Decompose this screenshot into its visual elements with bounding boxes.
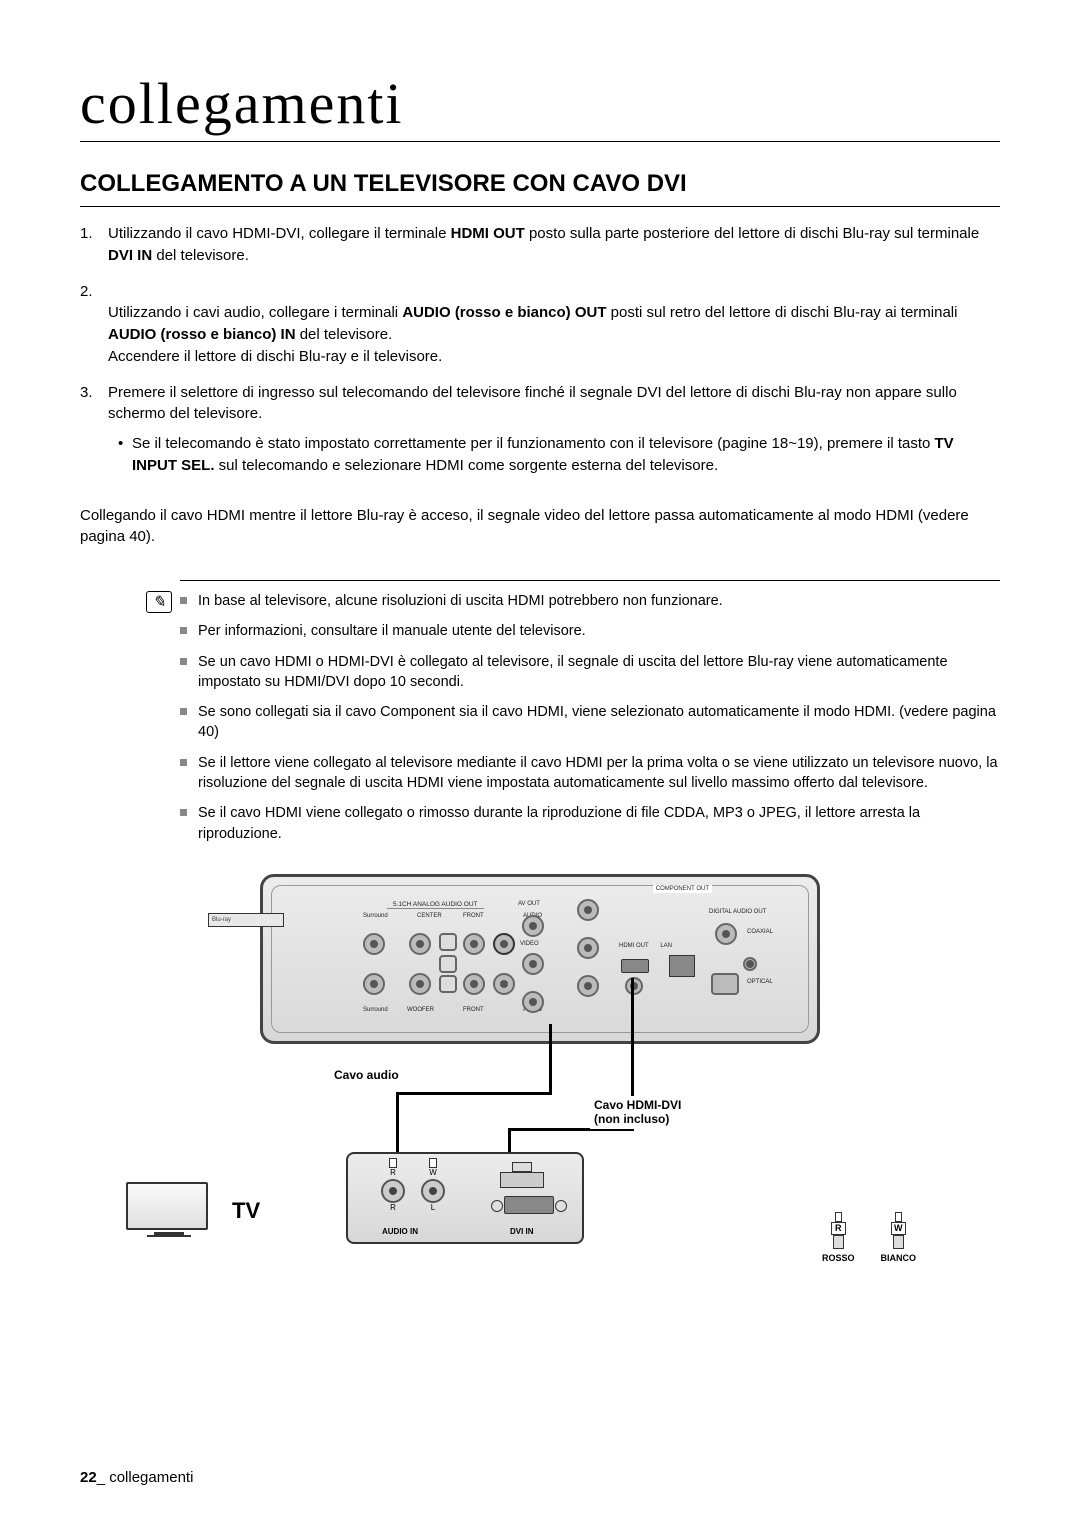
port-icon [522, 915, 544, 937]
arrow-icon [439, 955, 457, 973]
rca-white-plug: W BIANCO [881, 1212, 917, 1276]
audio-cable [396, 1092, 552, 1095]
port-icon [493, 973, 515, 995]
bullet-dot: • [118, 433, 132, 477]
note-item: Se un cavo HDMI o HDMI-DVI è collegato a… [180, 652, 1000, 693]
note-item: Se sono collegati sia il cavo Component … [180, 702, 1000, 743]
note-item: In base al televisore, alcune risoluzion… [180, 591, 1000, 611]
port-icon [522, 991, 544, 1013]
tv-connector-box: R R W L AUDIO IN DVI IN [346, 1152, 584, 1244]
screw-icon [625, 977, 643, 995]
step-num: 1. [80, 223, 108, 267]
note-box: ✎ In base al televisore, alcune risoluzi… [180, 580, 1000, 844]
analog-title: 5.1CH ANALOG AUDIO OUT [387, 901, 484, 909]
page-footer: 22_ collegamenti [80, 1469, 193, 1486]
dvi-plug-icon [500, 1162, 544, 1192]
port-icon [577, 899, 599, 921]
note-icon: ✎ [146, 591, 172, 613]
port-icon [409, 973, 431, 995]
port-icon [363, 933, 385, 955]
port-icon [577, 937, 599, 959]
note-item: Se il cavo HDMI viene collegato o rimoss… [180, 803, 1000, 844]
step-num: 3. [80, 382, 108, 477]
port-icon [409, 933, 431, 955]
port-icon [463, 933, 485, 955]
digital-audio-group: DIGITAL AUDIO OUT COAXIAL OPTICAL [705, 917, 795, 1007]
step-body: Utilizzando i cavi audio, collegare i te… [108, 281, 1000, 368]
rca-w-port: W L [420, 1158, 446, 1212]
note-item: Se il lettore viene collegato al televis… [180, 753, 1000, 794]
rca-legend: R ROSSO W BIANCO [804, 1212, 934, 1276]
tv-text-label: TV [232, 1198, 260, 1224]
port-icon [522, 953, 544, 975]
diagram: COMPONENT OUT 5.1CH ANALOG AUDIO OUT Sur… [80, 874, 1000, 1304]
component-group [573, 899, 613, 1019]
step-body: Utilizzando il cavo HDMI-DVI, collegare … [108, 223, 1000, 267]
port-icon [493, 933, 515, 955]
port-icon [577, 975, 599, 997]
port-icon [363, 973, 385, 995]
hdmi-out-label: HDMI OUT LAN [619, 943, 672, 949]
rca-red-plug: R ROSSO [822, 1212, 855, 1276]
tv-icon [126, 1182, 212, 1240]
paragraph: Collegando il cavo HDMI mentre il lettor… [80, 505, 1000, 549]
player-back-panel: COMPONENT OUT 5.1CH ANALOG AUDIO OUT Sur… [260, 874, 820, 1044]
hdmi-cable [508, 1128, 511, 1154]
step-sub: • Se il telecomando è stato impostato co… [108, 433, 1000, 477]
section-title: COLLEGAMENTO A UN TELEVISORE CON CAVO DV… [80, 170, 1000, 207]
note-list: In base al televisore, alcune risoluzion… [180, 591, 1000, 844]
step-num: 2. [80, 281, 108, 368]
step-1: 1. Utilizzando il cavo HDMI-DVI, collega… [80, 223, 1000, 267]
audio-cable [549, 1024, 552, 1094]
audio-cable [396, 1092, 399, 1152]
note-item: Per informazioni, consultare il manuale … [180, 621, 1000, 641]
hdmi-cable-label: Cavo HDMI-DVI(non incluso) [590, 1096, 685, 1129]
port-icon [463, 973, 485, 995]
step-2: 2. Utilizzando i cavi audio, collegare i… [80, 281, 1000, 368]
step-body: Premere il selettore di ingresso sul tel… [108, 382, 1000, 477]
av-out-group: AV OUT VIDEO [518, 905, 558, 1025]
step-3: 3. Premere il selettore di ingresso sul … [80, 382, 1000, 477]
player-front-icon: Blu-ray [208, 913, 284, 927]
rca-r-port: R R [380, 1158, 406, 1212]
hdmi-port-icon [621, 959, 649, 973]
steps-list: 1. Utilizzando il cavo HDMI-DVI, collega… [80, 223, 1000, 477]
audio-cable-label: Cavo audio [330, 1066, 403, 1084]
component-out-label: COMPONENT OUT [653, 885, 712, 893]
arrow-icon [439, 975, 457, 993]
arrow-icon [439, 933, 457, 951]
dvi-port-icon [504, 1196, 554, 1214]
dvi-in-label: DVI IN [510, 1227, 534, 1236]
page-title: collegamenti [80, 70, 1000, 142]
port-icon [743, 957, 757, 971]
port-icon [715, 923, 737, 945]
optical-port-icon [711, 973, 739, 995]
lan-port-icon [669, 955, 695, 977]
audio-in-label: AUDIO IN [382, 1227, 418, 1236]
